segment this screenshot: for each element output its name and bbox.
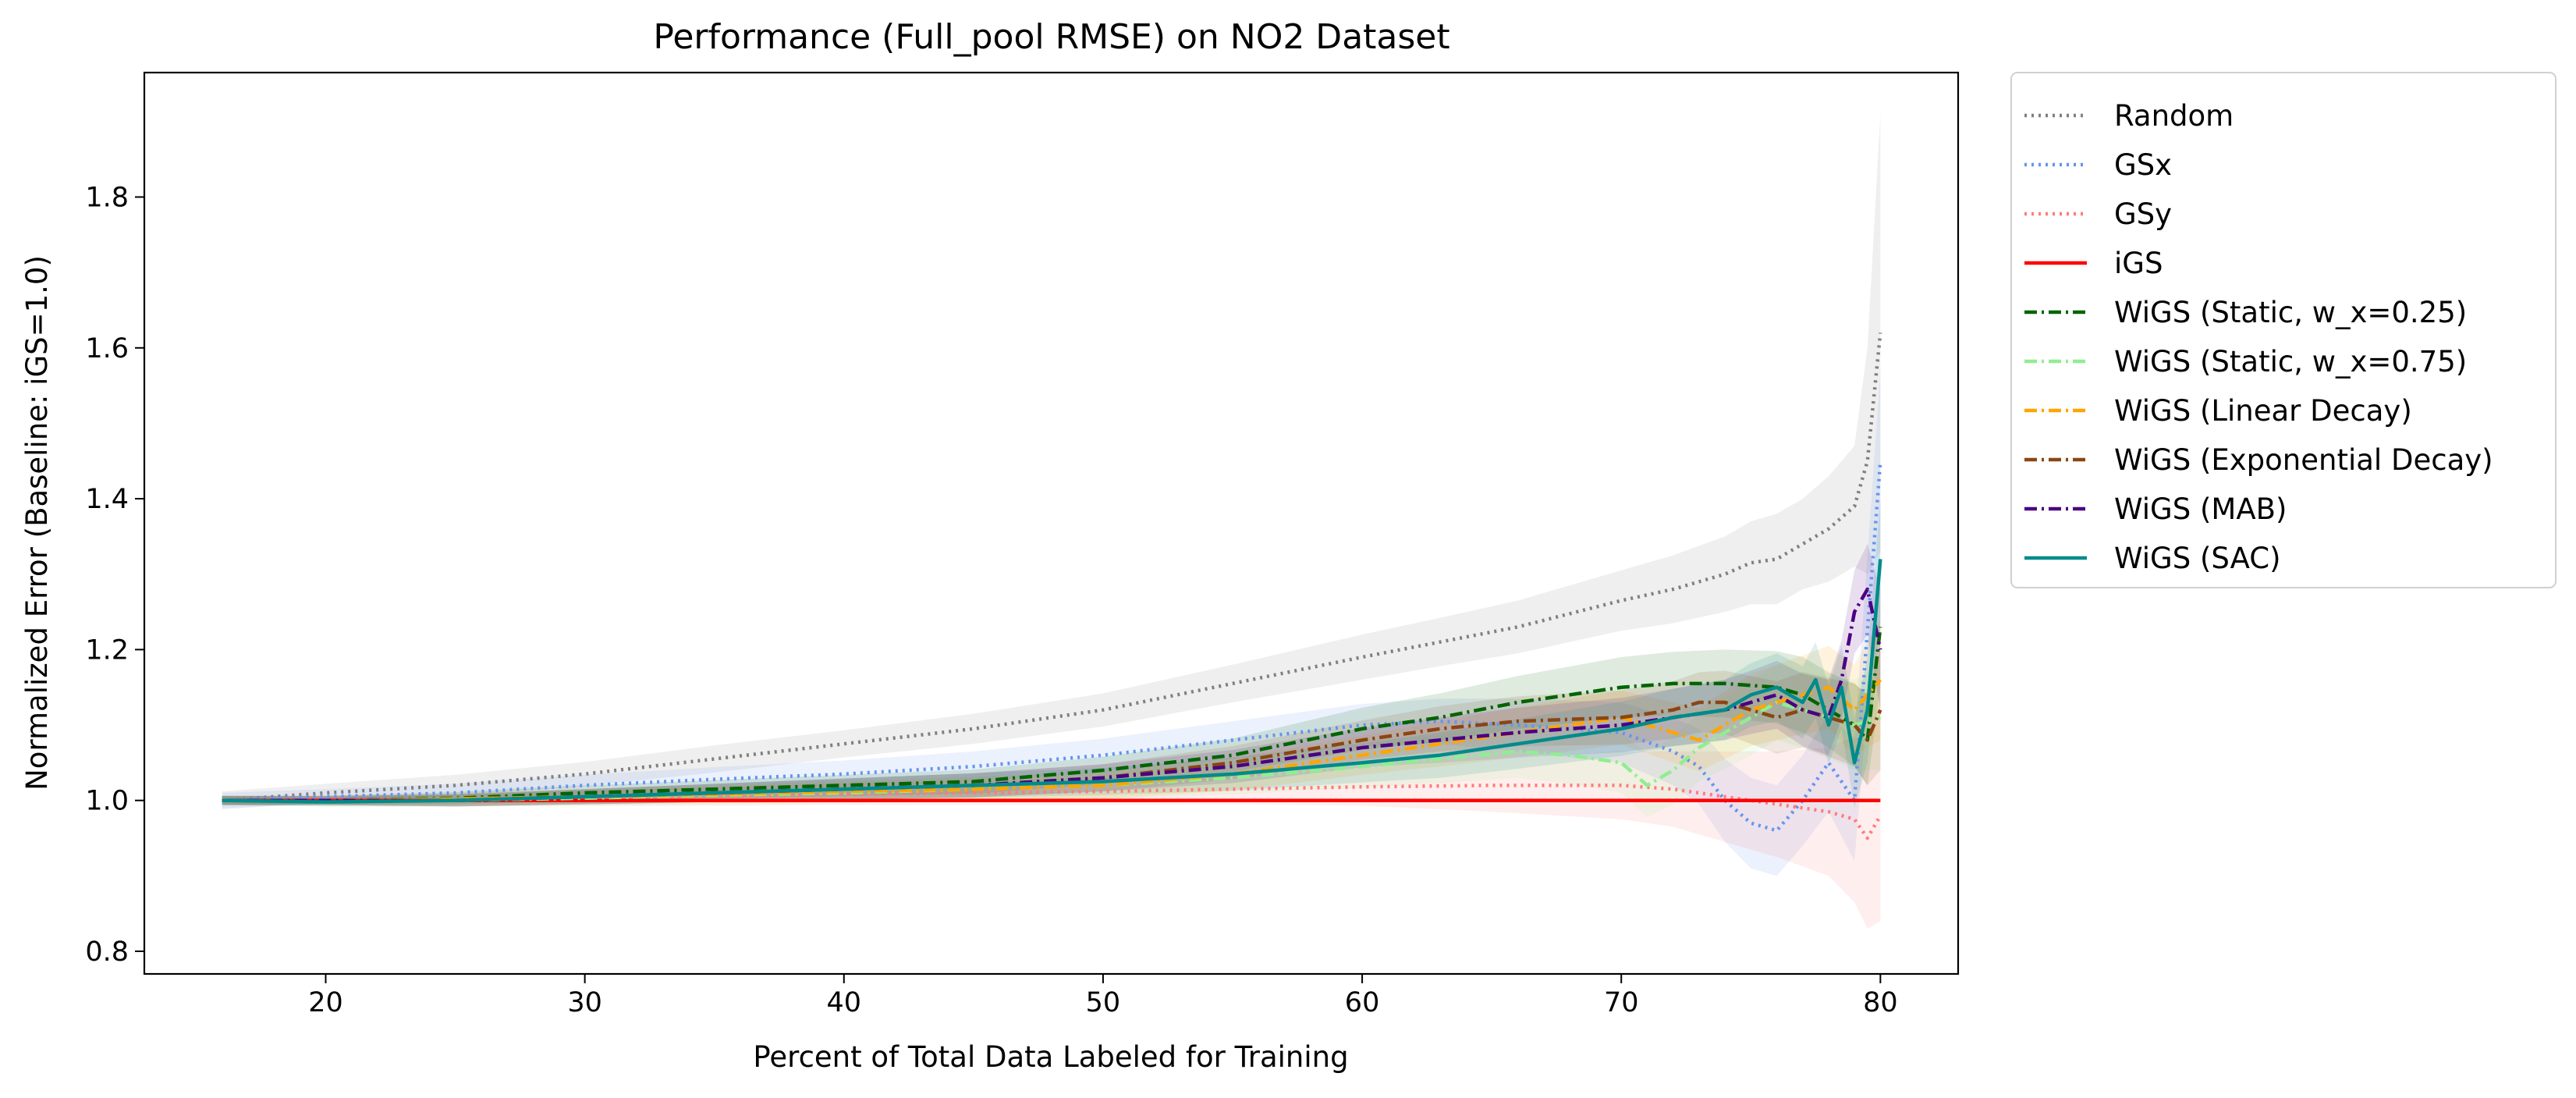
legend-label-4: WiGS (Static, w_x=0.25)	[2114, 296, 2467, 329]
legend-label-5: WiGS (Static, w_x=0.75)	[2114, 345, 2467, 378]
legend-label-8: WiGS (MAB)	[2114, 492, 2287, 526]
x-axis: 20 30 40 50 60 70 80	[308, 974, 1898, 1018]
confidence-bands	[222, 114, 1881, 929]
x-tick-label: 80	[1863, 987, 1898, 1018]
y-tick-label: 0.8	[85, 936, 129, 968]
band-5	[222, 664, 1881, 817]
series-line-0	[222, 332, 1882, 802]
series-lines	[222, 332, 1882, 840]
x-tick-label: 20	[308, 987, 343, 1018]
legend: Random GSx GSy iGS WiGS (Static, w_x=0.25) Wi…	[2010, 72, 2556, 588]
y-tick-label: 1.4	[85, 484, 129, 515]
band-4	[222, 567, 1881, 805]
x-tick-label: 30	[567, 987, 602, 1018]
series-line-8	[222, 587, 1882, 802]
y-axis-label: Normalized Error (Baseline: iGS=1.0)	[20, 255, 54, 791]
legend-label-0: Random	[2114, 99, 2234, 133]
y-axis: 0.8 1.0 1.2 1.4 1.6 1.8	[85, 182, 144, 968]
x-tick-label: 60	[1345, 987, 1380, 1018]
series-line-9	[222, 559, 1882, 804]
legend-label-2: GSy	[2114, 197, 2172, 231]
legend-label-7: WiGS (Exponential Decay)	[2114, 443, 2493, 477]
plot-frame	[143, 71, 1960, 975]
legend-label-1: GSx	[2114, 148, 2172, 182]
band-8	[222, 544, 1881, 807]
legend-frame	[2010, 72, 2556, 588]
y-tick-label: 1.2	[85, 634, 129, 666]
series-line-4	[222, 627, 1882, 802]
band-2	[222, 709, 1881, 929]
y-tick-label: 1.6	[85, 333, 129, 364]
legend-label-9: WiGS (SAC)	[2114, 542, 2281, 575]
x-tick-label: 40	[827, 987, 862, 1018]
x-axis-label: Percent of Total Data Labeled for Traini…	[753, 1040, 1348, 1074]
chart-title: Performance (Full_pool RMSE) on NO2 Data…	[653, 17, 1449, 57]
legend-label-6: WiGS (Linear Decay)	[2114, 394, 2412, 428]
legend-label-3: iGS	[2114, 247, 2163, 280]
series-line-6	[222, 678, 1882, 802]
band-0	[222, 114, 1881, 810]
y-tick-label: 1.8	[85, 182, 129, 213]
band-9	[222, 499, 1881, 808]
x-tick-label: 50	[1086, 987, 1121, 1018]
y-tick-label: 1.0	[85, 786, 129, 817]
x-tick-label: 70	[1604, 987, 1639, 1018]
series-line-2	[222, 784, 1882, 840]
band-6	[222, 619, 1881, 805]
